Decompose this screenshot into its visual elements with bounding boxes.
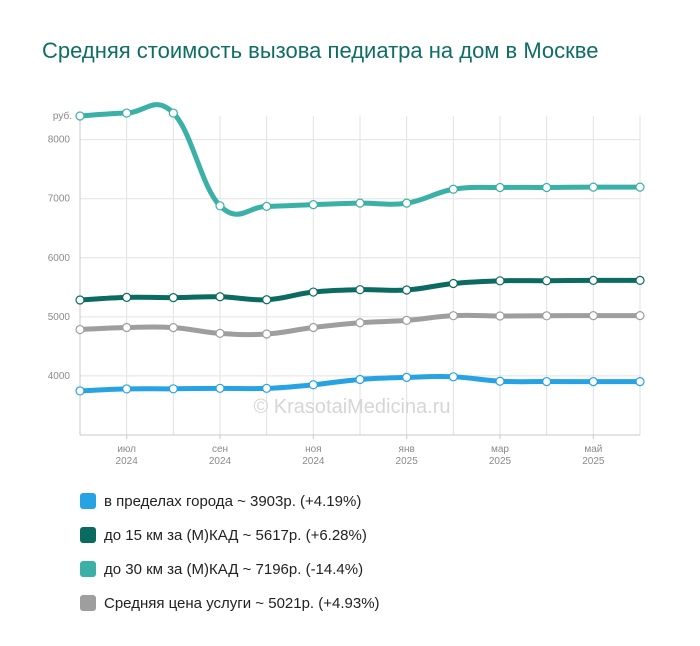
x-tick-label: 2024 bbox=[209, 456, 232, 467]
data-point bbox=[262, 329, 272, 339]
chart-legend: в пределах города ~ 3903р. (+4.19%) до 15… bbox=[80, 484, 380, 620]
data-point bbox=[122, 384, 132, 394]
x-tick-label: мар bbox=[491, 444, 509, 455]
legend-item[interactable]: в пределах города ~ 3903р. (+4.19%) bbox=[80, 484, 380, 518]
data-point bbox=[75, 111, 85, 121]
data-point bbox=[495, 276, 505, 286]
data-point bbox=[635, 377, 645, 387]
data-point bbox=[122, 292, 132, 302]
legend-label: Средняя цена услуги ~ 5021р. (+4.93%) bbox=[104, 594, 380, 612]
data-point bbox=[588, 311, 598, 321]
data-point bbox=[448, 278, 458, 289]
data-point bbox=[635, 275, 645, 286]
data-point bbox=[588, 377, 598, 387]
x-tick-label: сен bbox=[212, 444, 228, 455]
y-tick-label: 5000 bbox=[48, 312, 71, 323]
legend-swatch bbox=[80, 493, 96, 509]
y-tick-label: 7000 bbox=[48, 194, 71, 205]
data-point bbox=[542, 311, 552, 321]
data-point bbox=[168, 108, 178, 118]
data-point bbox=[308, 380, 318, 390]
data-point bbox=[215, 328, 225, 338]
data-point bbox=[215, 292, 225, 302]
legend-item[interactable]: до 30 км за (М)КАД ~ 7196р. (-14.4%) bbox=[80, 552, 380, 586]
x-tick-label: ноя bbox=[305, 444, 322, 455]
data-point bbox=[168, 293, 178, 303]
data-point bbox=[402, 285, 412, 295]
data-point bbox=[542, 182, 552, 193]
legend-label: до 30 км за (М)КАД ~ 7196р. (-14.4%) bbox=[104, 560, 364, 578]
x-tick-label: 2025 bbox=[489, 456, 512, 467]
data-point bbox=[495, 376, 505, 386]
y-tick-label: 4000 bbox=[48, 371, 71, 382]
legend-label: в пределах города ~ 3903р. (+4.19%) bbox=[104, 492, 362, 510]
chart-plot: 40005000600070008000руб.июл2024сен2024но… bbox=[48, 102, 645, 467]
data-point bbox=[635, 182, 645, 192]
chart-title: Средняя стоимость вызова педиатра на дом… bbox=[42, 38, 599, 63]
x-tick-label: июл bbox=[117, 444, 136, 455]
series-3 bbox=[75, 102, 645, 217]
data-point bbox=[542, 376, 552, 387]
legend-label: до 15 км за (М)КАД ~ 5617р. (+6.28%) bbox=[104, 526, 367, 544]
data-point bbox=[262, 295, 272, 305]
data-point bbox=[215, 383, 225, 393]
data-point bbox=[588, 182, 598, 192]
series-2 bbox=[75, 275, 645, 305]
data-point bbox=[75, 295, 85, 305]
data-point bbox=[308, 287, 318, 297]
data-point bbox=[308, 322, 318, 333]
data-point bbox=[122, 322, 132, 333]
data-point bbox=[448, 184, 458, 194]
data-point bbox=[75, 324, 85, 335]
data-point bbox=[262, 201, 272, 211]
x-tick-label: май bbox=[584, 444, 602, 455]
legend-swatch bbox=[80, 595, 96, 611]
y-tick-label: 6000 bbox=[48, 253, 71, 264]
data-point bbox=[355, 198, 365, 208]
y-tick-label: 8000 bbox=[48, 135, 71, 146]
data-point bbox=[542, 276, 552, 286]
data-point bbox=[168, 323, 178, 333]
legend-item[interactable]: до 15 км за (М)КАД ~ 5617р. (+6.28%) bbox=[80, 518, 380, 552]
x-tick-label: 2025 bbox=[396, 456, 419, 467]
data-point bbox=[168, 384, 178, 394]
y-axis-unit: руб. bbox=[53, 110, 72, 122]
data-point bbox=[122, 108, 132, 118]
data-point bbox=[495, 311, 505, 321]
data-point bbox=[588, 275, 598, 286]
data-point bbox=[355, 318, 365, 328]
data-point bbox=[215, 201, 225, 211]
x-tick-label: 2025 bbox=[582, 456, 605, 467]
data-point bbox=[355, 374, 365, 385]
data-point bbox=[308, 200, 318, 210]
watermark: © KrasotaiMedicina.ru bbox=[253, 396, 450, 418]
x-tick-label: янв bbox=[399, 444, 415, 455]
data-point bbox=[448, 372, 458, 382]
series-4 bbox=[75, 311, 645, 339]
x-tick-label: 2024 bbox=[302, 456, 325, 467]
data-point bbox=[402, 315, 412, 325]
data-point bbox=[402, 372, 412, 383]
data-point bbox=[495, 182, 505, 193]
data-point bbox=[402, 198, 412, 208]
x-tick-label: 2024 bbox=[116, 456, 139, 467]
data-point bbox=[75, 386, 85, 396]
data-point bbox=[635, 311, 645, 321]
data-point bbox=[262, 383, 272, 393]
data-point bbox=[448, 311, 458, 321]
series-1 bbox=[75, 372, 645, 396]
legend-swatch bbox=[80, 527, 96, 543]
legend-item[interactable]: Средняя цена услуги ~ 5021р. (+4.93%) bbox=[80, 586, 380, 620]
legend-swatch bbox=[80, 561, 96, 577]
data-point bbox=[355, 285, 365, 295]
